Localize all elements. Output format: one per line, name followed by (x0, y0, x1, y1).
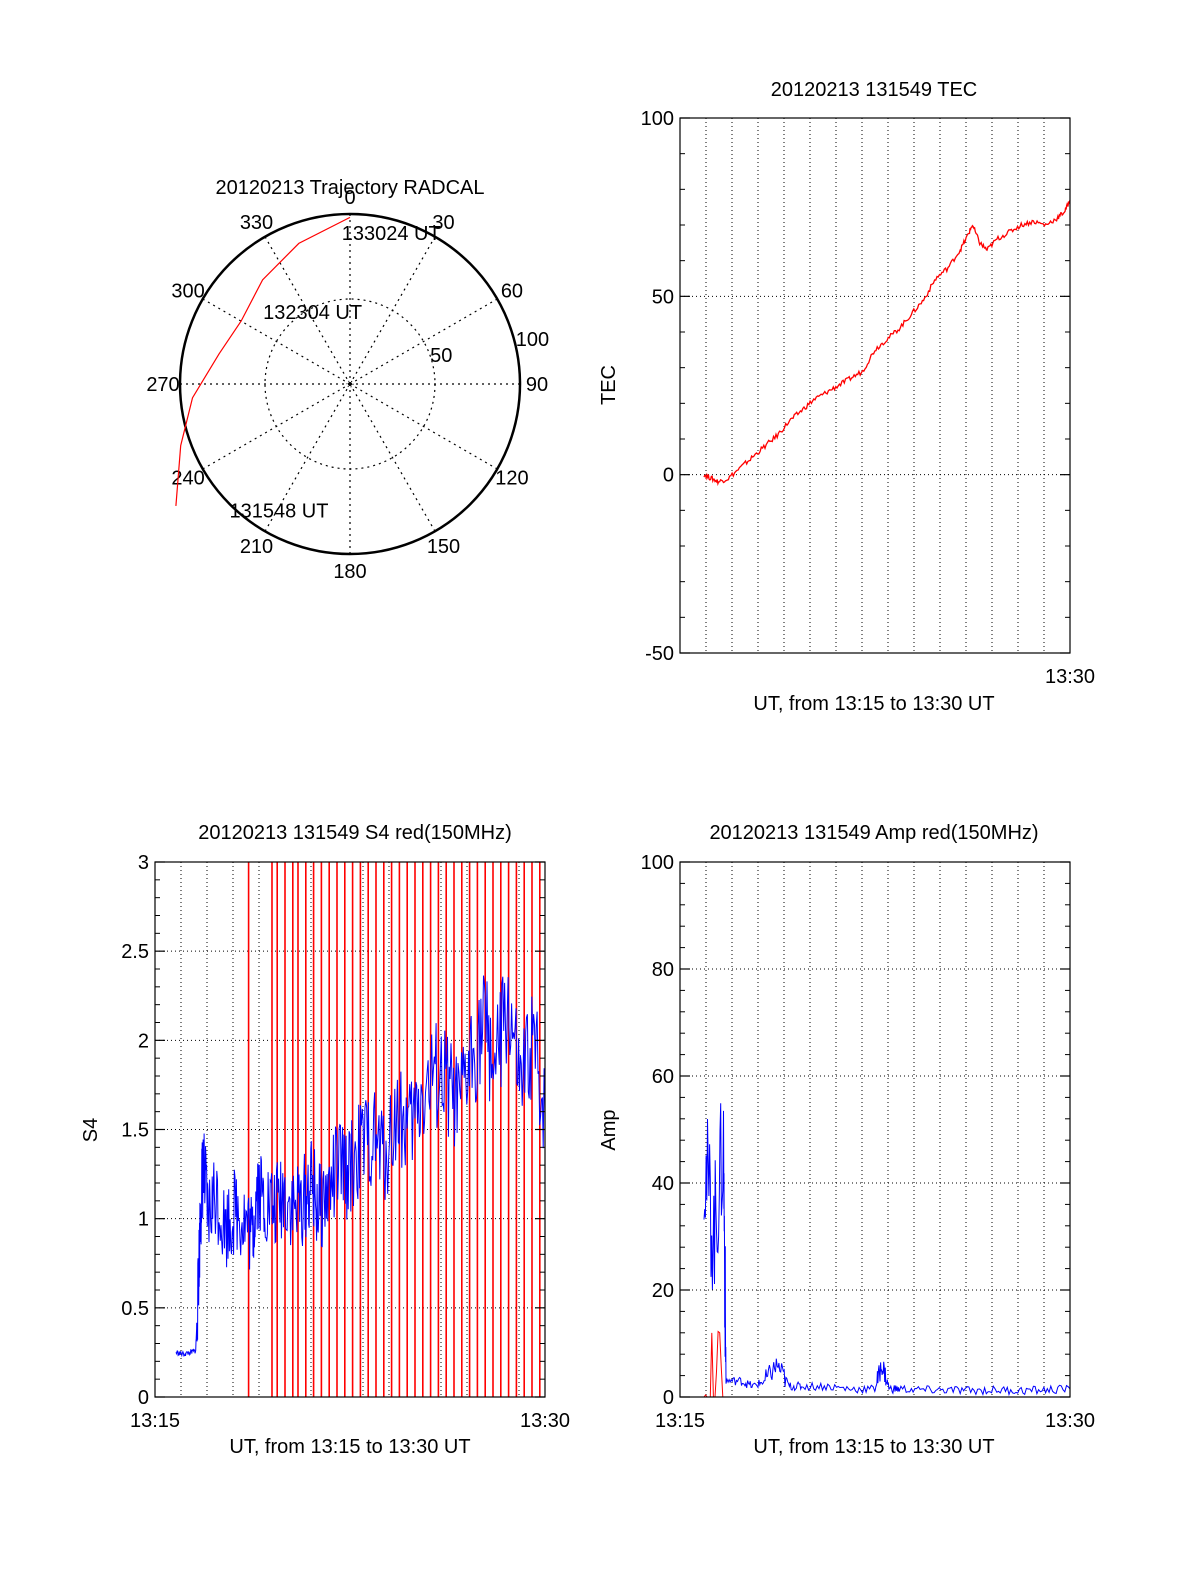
polar-ring-labels: 50 100 (430, 329, 549, 367)
s4-xtick-label: 13:30 (520, 1410, 570, 1432)
s4-ytick-label: 1 (138, 1209, 149, 1231)
polar-azimuth-label: 210 (240, 536, 273, 558)
polar-azimuth-label: 180 (333, 561, 366, 583)
polar-spoke (264, 383, 351, 532)
amp-title: 20120213 131549 Amp red(150MHz) (709, 822, 1038, 844)
polar-title: 20120213 Trajectory RADCAL (215, 177, 484, 199)
polar-track: 133024 UT 132304 UT 131548 UT (175, 216, 441, 523)
amp-series-line (703, 1330, 726, 1398)
polar-spoke (202, 383, 351, 470)
polar-track-label: 133024 UT (342, 223, 441, 245)
polar-azimuth-label: 270 (146, 374, 179, 396)
polar-ring-label: 100 (516, 329, 549, 351)
polar-azimuth-label: 60 (501, 281, 523, 303)
amp-series-line (703, 1103, 1071, 1397)
amp-ticks: 0 20 40 60 80 100 13:15 13:30 (641, 852, 1095, 1432)
polar-azimuth-label: 90 (526, 374, 548, 396)
amp-ytick-label: 100 (641, 852, 674, 874)
tec-ytick-label: 0 (663, 465, 674, 487)
s4-ytick-label: 0.5 (121, 1298, 149, 1320)
polar-azimuth-label: 120 (495, 468, 528, 490)
polar-spoke (349, 236, 436, 385)
polar-azimuth-label: 240 (171, 468, 204, 490)
s4-frame (154, 861, 546, 1398)
amp-xtick-label: 13:30 (1045, 1410, 1095, 1432)
polar-track-label: 131548 UT (229, 501, 328, 523)
polar-outer-circle (178, 212, 522, 556)
s4-ytick-label: 2.5 (121, 941, 149, 963)
s4-ytick-label: 1.5 (121, 1120, 149, 1142)
tec-xtick-label: 13:30 (1045, 666, 1095, 688)
polar-spoke (349, 298, 498, 385)
polar-ring-label: 50 (430, 345, 452, 367)
amp-grid (680, 862, 1070, 1397)
amp-ytick-label: 40 (652, 1173, 674, 1195)
s4-xtick-label: 13:15 (130, 1410, 180, 1432)
polar-spoke (264, 236, 351, 385)
s4-ytick-label: 0 (138, 1387, 149, 1409)
amp-xlabel: UT, from 13:15 to 13:30 UT (753, 1436, 994, 1458)
s4-xlabel: UT, from 13:15 to 13:30 UT (229, 1436, 470, 1458)
polar-azimuth-label: 0 (344, 187, 355, 209)
s4-panel: 20120213 131549 S4 red(150MHz) 0 0.5 1 1.5 2… (80, 822, 570, 1458)
polar-panel: 20120213 Trajectory RADCAL 0 30 60 90 120 150… (146, 177, 549, 583)
s4-ticks: 0 0.5 1 1.5 2 2.5 3 13:15 13:30 (121, 852, 570, 1432)
polar-azimuth-labels: 0 30 60 90 120 150 180 210 240 270 300 330 (146, 187, 548, 583)
amp-frame (679, 861, 1071, 1398)
amp-panel: 20120213 131549 Amp red(150MHz) 0 20 40 60 8… (598, 822, 1095, 1458)
amp-ytick-label: 80 (652, 959, 674, 981)
tec-data (703, 199, 1071, 487)
tec-frame (679, 117, 1071, 654)
amp-xtick-label: 13:15 (655, 1410, 705, 1432)
s4-ytick-label: 2 (138, 1030, 149, 1052)
tec-series-line (703, 199, 1071, 487)
polar-track-label: 132304 UT (263, 302, 362, 324)
polar-azimuth-label: 330 (240, 212, 273, 234)
s4-ylabel: S4 (80, 1118, 102, 1142)
amp-ytick-label: 60 (652, 1066, 674, 1088)
polar-azimuth-label: 300 (171, 281, 204, 303)
polar-spoke (349, 383, 436, 532)
amp-data (703, 1103, 1071, 1398)
tec-grid (680, 118, 1070, 653)
amp-ytick-label: 20 (652, 1280, 674, 1302)
tec-title: 20120213 131549 TEC (771, 79, 977, 101)
amp-ytick-label: 0 (663, 1387, 674, 1409)
tec-ytick-label: 50 (652, 286, 674, 308)
polar-center (346, 380, 354, 388)
s4-grid (155, 862, 545, 1397)
amp-ylabel: Amp (598, 1109, 620, 1150)
tec-xlabel: UT, from 13:15 to 13:30 UT (753, 693, 994, 715)
polar-grid (178, 212, 522, 556)
polar-azimuth-label: 150 (427, 536, 460, 558)
tec-ticks: -50 0 50 100 13:30 (641, 108, 1095, 688)
tec-ytick-label: 100 (641, 108, 674, 130)
polar-azimuth-label: 30 (432, 212, 454, 234)
tec-panel: 20120213 131549 TEC -50 0 50 100 13:30 TEC U… (598, 79, 1095, 715)
s4-title: 20120213 131549 S4 red(150MHz) (198, 822, 512, 844)
polar-track-line (175, 216, 351, 506)
s4-ytick-label: 3 (138, 852, 149, 874)
tec-ylabel: TEC (598, 365, 620, 405)
polar-spoke (349, 383, 498, 470)
tec-ytick-label: -50 (645, 643, 674, 665)
s4-series-line (175, 975, 546, 1358)
polar-spoke (202, 298, 351, 385)
